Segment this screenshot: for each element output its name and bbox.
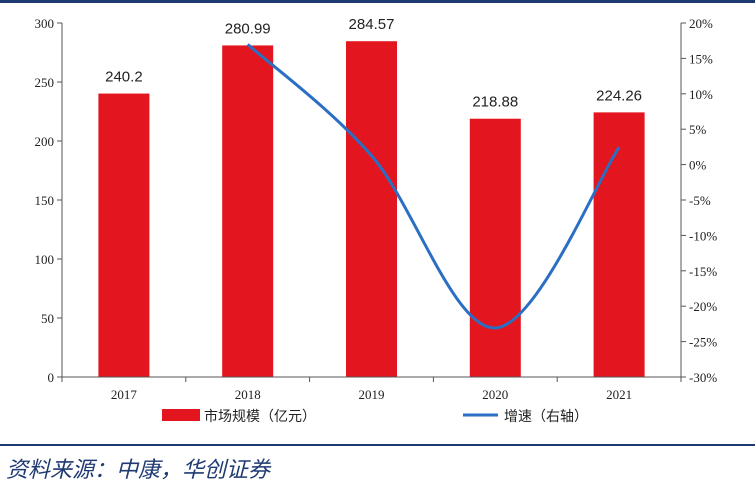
- right-tick-label: -15%: [689, 264, 717, 279]
- right-tick-label: 0%: [689, 158, 707, 173]
- left-tick-label: 0: [48, 370, 55, 385]
- left-tick-label: 150: [35, 193, 55, 208]
- x-tick-label: 2021: [606, 387, 632, 402]
- bar-label-2021: 224.26: [596, 87, 642, 104]
- bar-2017: [98, 93, 150, 378]
- top-border: [0, 0, 755, 3]
- bar-series: [98, 41, 645, 378]
- x-tick-label: 2020: [482, 387, 508, 402]
- right-tick-label: 10%: [689, 87, 713, 102]
- bar-2021: [593, 112, 645, 377]
- chart-area: 240.2 280.99 284.57 218.88 224.26 0 50 100 150 2…: [35, 16, 718, 425]
- right-tick-label: -5%: [689, 193, 711, 208]
- axes: 0 50 100 150 200 250 300 -30% -25% -20% -15% -10% -5…: [35, 16, 718, 402]
- growth-line: [246, 43, 621, 330]
- bar-label-2019: 284.57: [349, 16, 395, 33]
- legend-swatch-bar: [162, 409, 200, 421]
- bar-data-labels: 240.2 280.99 284.57 218.88 224.26: [105, 16, 642, 111]
- bar-label-2017: 240.2: [105, 69, 143, 86]
- bar-label-2018: 280.99: [225, 20, 271, 37]
- left-tick-label: 50: [41, 311, 54, 326]
- left-tick-label: 250: [35, 75, 55, 90]
- legend-label-line: 增速（右轴）: [504, 409, 588, 425]
- legend-label-bar: 市场规模（亿元）: [204, 408, 316, 425]
- right-tick-label: -30%: [689, 370, 717, 385]
- x-tick-label: 2018: [235, 387, 261, 402]
- right-tick-label: 20%: [689, 16, 713, 31]
- bar-2019: [346, 41, 397, 378]
- right-tick-label: 15%: [689, 51, 713, 66]
- right-tick-label: -10%: [689, 228, 717, 243]
- bar-2020: [469, 118, 521, 377]
- bottom-border: [0, 444, 755, 446]
- legend: 市场规模（亿元） 增速（右轴）: [162, 408, 588, 425]
- left-tick-label: 100: [35, 252, 55, 267]
- left-tick-label: 200: [35, 134, 55, 149]
- source-note: 资料来源：中康，华创证券: [6, 458, 271, 483]
- right-tick-label: 5%: [689, 122, 707, 137]
- left-tick-label: 300: [35, 16, 55, 31]
- x-tick-label: 2017: [111, 387, 138, 402]
- bar-2018: [222, 45, 274, 378]
- bar-label-2020: 218.88: [472, 94, 518, 111]
- x-tick-label: 2019: [359, 387, 385, 402]
- right-tick-label: -25%: [689, 335, 717, 350]
- right-tick-label: -20%: [689, 299, 717, 314]
